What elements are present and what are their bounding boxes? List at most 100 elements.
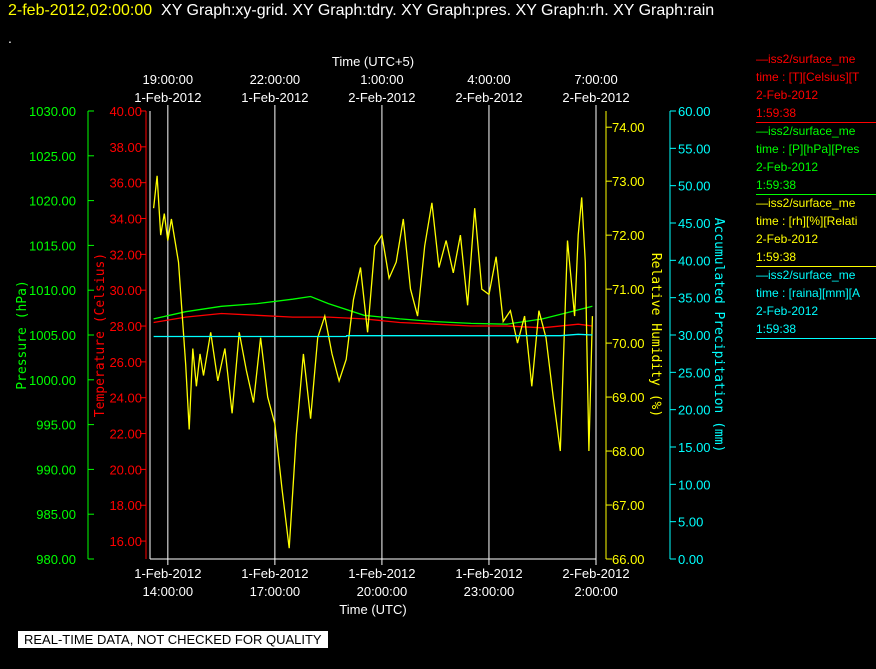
temperature-tick-label: 32.00 bbox=[109, 247, 142, 262]
x-top-tick-label-date: 1-Feb-2012 bbox=[241, 90, 308, 105]
precipitation-tick-label: 0.00 bbox=[678, 552, 703, 567]
legend-line1: —iss2/surface_me bbox=[756, 268, 856, 282]
legend-entry: —iss2/surface_me time : [P][hPa][Pres 2-Fe… bbox=[756, 122, 876, 195]
legend-line2: time : [T][Celsius][T bbox=[756, 70, 860, 84]
x-top-axis-label: Time (UTC+5) bbox=[332, 54, 414, 69]
precipitation-tick-label: 5.00 bbox=[678, 515, 703, 530]
legend-line1: —iss2/surface_me bbox=[756, 52, 856, 66]
temperature-tick-label: 30.00 bbox=[109, 283, 142, 298]
precipitation-tick-label: 50.00 bbox=[678, 179, 711, 194]
pressure-tick-label: 995.00 bbox=[36, 418, 76, 433]
temperature-tick-label: 26.00 bbox=[109, 355, 142, 370]
x-top-tick-label-date: 2-Feb-2012 bbox=[455, 90, 522, 105]
precipitation-tick-label: 30.00 bbox=[678, 328, 711, 343]
x-top-tick-label-date: 2-Feb-2012 bbox=[562, 90, 629, 105]
header-graph-list: XY Graph:xy-grid. XY Graph:tdry. XY Grap… bbox=[161, 2, 715, 19]
x-top-tick-label-time: 19:00:00 bbox=[143, 72, 194, 87]
x-top-tick-label-time: 22:00:00 bbox=[250, 72, 301, 87]
legend-line4: 1:59:38 bbox=[756, 322, 797, 336]
pressure-tick-label: 1010.00 bbox=[29, 283, 76, 298]
pressure-tick-label: 1000.00 bbox=[29, 373, 76, 388]
temperature-tick-label: 16.00 bbox=[109, 534, 142, 549]
temperature-tick-label: 34.00 bbox=[109, 212, 142, 227]
precipitation-tick-label: 25.00 bbox=[678, 365, 711, 380]
header-bar: 2-feb-2012,02:00:00 XY Graph:xy-grid. XY… bbox=[8, 2, 714, 20]
pressure-axis-title: Pressure (hPa) bbox=[15, 280, 30, 390]
temperature-series-line bbox=[153, 312, 593, 329]
pressure-tick-label: 980.00 bbox=[36, 552, 76, 567]
legend-separator bbox=[756, 194, 876, 195]
humidity-series-line bbox=[152, 175, 594, 549]
pressure-tick-label: 1025.00 bbox=[29, 149, 76, 164]
humidity-tick-label: 73.00 bbox=[612, 174, 645, 189]
x-axis-label: Time (UTC) bbox=[339, 602, 406, 617]
legend-line1: —iss2/surface_me bbox=[756, 196, 856, 210]
humidity-axis-title: Relative Humidity (%) bbox=[648, 253, 663, 417]
humidity-tick-label: 71.00 bbox=[612, 282, 645, 297]
pressure-tick-label: 1005.00 bbox=[29, 328, 76, 343]
pressure-tick-label: 1015.00 bbox=[29, 238, 76, 253]
temperature-tick-label: 28.00 bbox=[109, 319, 142, 334]
header-dot: . bbox=[8, 30, 12, 46]
legend-line2: time : [raina][mm][A bbox=[756, 286, 861, 300]
temperature-tick-label: 22.00 bbox=[109, 427, 142, 442]
pressure-tick-label: 990.00 bbox=[36, 462, 76, 477]
legend-line3: 2-Feb-2012 bbox=[756, 88, 819, 102]
x-tick-label-time: 17:00:00 bbox=[250, 584, 301, 599]
legend-separator bbox=[756, 266, 876, 267]
x-tick-label-date: 2-Feb-2012 bbox=[562, 566, 629, 581]
humidity-tick-label: 74.00 bbox=[612, 120, 645, 135]
x-top-tick-label-time: 7:00:00 bbox=[574, 72, 617, 87]
x-tick-label-time: 2:00:00 bbox=[574, 584, 617, 599]
temperature-tick-label: 24.00 bbox=[109, 391, 142, 406]
legend-line4: 1:59:38 bbox=[756, 250, 797, 264]
header-timestamp: 2-feb-2012,02:00:00 bbox=[8, 2, 153, 19]
x-tick-label-date: 1-Feb-2012 bbox=[134, 566, 201, 581]
precipitation-axis-title: Accumulated Precipitation (mm) bbox=[711, 218, 726, 453]
temperature-axis-title: Temperature (Celsius) bbox=[93, 253, 108, 417]
legend-line3: 2-Feb-2012 bbox=[756, 304, 819, 318]
x-top-tick-label-date: 1-Feb-2012 bbox=[134, 90, 201, 105]
precipitation-tick-label: 55.00 bbox=[678, 141, 711, 156]
legend-separator bbox=[756, 122, 876, 123]
humidity-tick-label: 66.00 bbox=[612, 552, 645, 567]
legend-line1: —iss2/surface_me bbox=[756, 124, 856, 138]
temperature-tick-label: 40.00 bbox=[109, 104, 142, 119]
precipitation-tick-label: 20.00 bbox=[678, 403, 711, 418]
quality-warning: REAL-TIME DATA, NOT CHECKED FOR QUALITY bbox=[18, 631, 328, 648]
precipitation-tick-label: 15.00 bbox=[678, 440, 711, 455]
legend-separator bbox=[756, 338, 876, 339]
x-tick-label-date: 1-Feb-2012 bbox=[348, 566, 415, 581]
precipitation-tick-label: 10.00 bbox=[678, 477, 711, 492]
x-tick-label-date: 1-Feb-2012 bbox=[241, 566, 308, 581]
precipitation-series-line bbox=[153, 333, 593, 338]
pressure-tick-label: 1030.00 bbox=[29, 104, 76, 119]
precipitation-tick-label: 35.00 bbox=[678, 291, 711, 306]
x-tick-label-date: 1-Feb-2012 bbox=[455, 566, 522, 581]
pressure-tick-label: 985.00 bbox=[36, 507, 76, 522]
legend-line4: 1:59:38 bbox=[756, 106, 797, 120]
precipitation-tick-label: 40.00 bbox=[678, 253, 711, 268]
legend-line2: time : [P][hPa][Pres bbox=[756, 142, 860, 156]
temperature-tick-label: 20.00 bbox=[109, 462, 142, 477]
precipitation-tick-label: 45.00 bbox=[678, 216, 711, 231]
x-tick-label-time: 23:00:00 bbox=[464, 584, 515, 599]
temperature-tick-label: 38.00 bbox=[109, 140, 142, 155]
legend-line2: time : [rh][%][Relati bbox=[756, 214, 858, 228]
humidity-tick-label: 67.00 bbox=[612, 498, 645, 513]
x-top-tick-label-date: 2-Feb-2012 bbox=[348, 90, 415, 105]
x-top-tick-label-time: 1:00:00 bbox=[360, 72, 403, 87]
pressure-series-line bbox=[153, 295, 593, 325]
humidity-tick-label: 70.00 bbox=[612, 336, 645, 351]
legend-line3: 2-Feb-2012 bbox=[756, 232, 819, 246]
humidity-tick-label: 72.00 bbox=[612, 228, 645, 243]
precipitation-tick-label: 60.00 bbox=[678, 104, 711, 119]
humidity-tick-label: 68.00 bbox=[612, 444, 645, 459]
x-tick-label-time: 14:00:00 bbox=[143, 584, 194, 599]
legend-line4: 1:59:38 bbox=[756, 178, 797, 192]
temperature-tick-label: 36.00 bbox=[109, 176, 142, 191]
